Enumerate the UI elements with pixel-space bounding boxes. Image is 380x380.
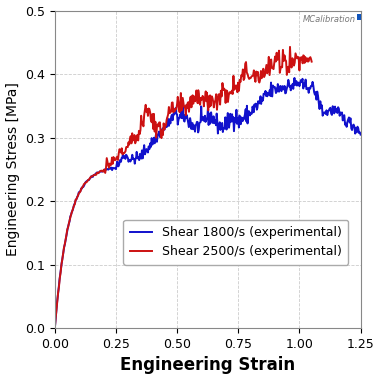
Shear 2500/s (experimental): [309, 59, 314, 64]
Line: Shear 1800/s (experimental): Shear 1800/s (experimental): [55, 78, 361, 328]
Legend: Shear 1800/s (experimental), Shear 2500/s (experimental): Shear 1800/s (experimental), Shear 2500/…: [124, 220, 348, 265]
Shear 2500/s (experimental): [52, 326, 57, 331]
Shear 1800/s (experimental): [247, 109, 251, 113]
Shear 2500/s (experimental): [208, 93, 212, 98]
Y-axis label: Engineering Stress [MPa]: Engineering Stress [MPa]: [6, 82, 19, 256]
Text: MCalibration: MCalibration: [303, 15, 356, 24]
Shear 1800/s (experimental): [52, 326, 57, 331]
Shear 2500/s (experimental): [166, 105, 171, 109]
Shear 1800/s (experimental): [196, 128, 201, 132]
Shear 1800/s (experimental): [206, 104, 210, 109]
Line: Shear 2500/s (experimental): Shear 2500/s (experimental): [55, 47, 312, 328]
Bar: [357, 14, 361, 20]
Shear 1800/s (experimental): [286, 78, 291, 82]
X-axis label: Engineering Strain: Engineering Strain: [120, 356, 295, 374]
Shear 2500/s (experimental): [97, 171, 101, 175]
Shear 2500/s (experimental): [288, 44, 292, 49]
Shear 1800/s (experimental): [358, 132, 363, 137]
Shear 1800/s (experimental): [84, 179, 89, 184]
Shear 2500/s (experimental): [55, 298, 60, 303]
Shear 2500/s (experimental): [121, 151, 125, 155]
Shear 2500/s (experimental): [130, 131, 135, 136]
Shear 1800/s (experimental): [292, 76, 297, 80]
Shear 1800/s (experimental): [146, 150, 150, 155]
